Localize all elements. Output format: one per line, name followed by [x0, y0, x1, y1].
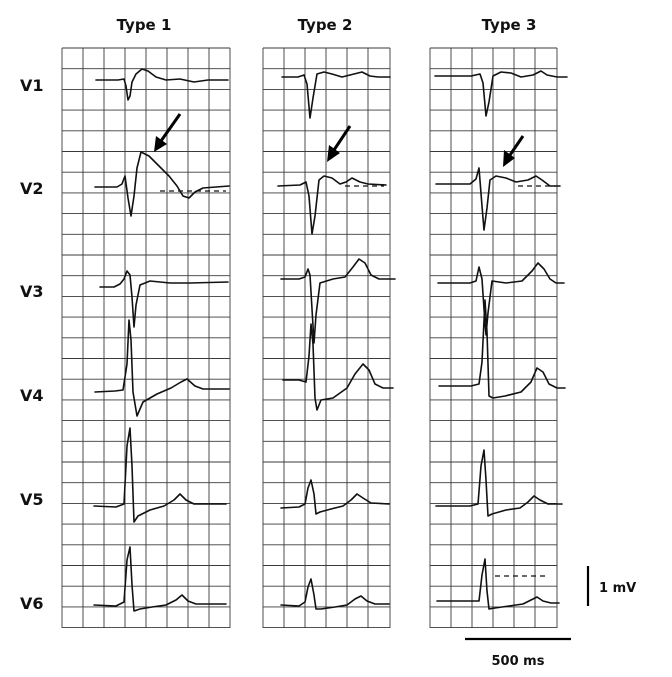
- ecg-grid-type-1: [61, 47, 231, 629]
- column-title-type-2: Type 2: [298, 16, 353, 34]
- ecg-trace-type-3-v2: [435, 167, 561, 231]
- ecg-trace-type-3-v4: [438, 299, 566, 399]
- voltage-scale-label: 1 mV: [599, 581, 636, 596]
- column-title-type-1: Type 1: [117, 16, 172, 34]
- ecg-trace-type-3-v1: [434, 70, 568, 117]
- ecg-trace-type-2-v3: [280, 258, 396, 344]
- ecg-trace-type-2-v1: [281, 71, 391, 119]
- arrow-type-1: [154, 113, 182, 152]
- ecg-trace-type-2-v4: [282, 323, 394, 411]
- ecg-traces-type-1: [93, 68, 230, 612]
- ecg-trace-type-1-v1: [95, 68, 229, 101]
- ecg-trace-type-1-v5: [93, 427, 227, 523]
- ecg-trace-type-2-v5: [280, 479, 390, 515]
- time-scale-label: 500 ms: [492, 654, 545, 669]
- lead-label-v1: V1: [20, 76, 44, 95]
- ecg-traces-type-2: [277, 71, 396, 610]
- lead-label-v5: V5: [20, 490, 44, 509]
- ecg-grid-type-3: [429, 47, 558, 629]
- ecg-trace-type-1-v3: [99, 270, 229, 328]
- lead-label-v2: V2: [20, 179, 44, 198]
- lead-label-v3: V3: [20, 282, 44, 301]
- ecg-trace-type-2-v2: [277, 175, 387, 235]
- ecg-trace-type-1-v6: [93, 546, 227, 612]
- ecg-trace-type-3-v3: [437, 262, 565, 336]
- ecg-trace-type-3-v5: [435, 449, 563, 517]
- ecg-trace-type-3-v6: [436, 558, 560, 610]
- arrow-type-2: [327, 125, 352, 162]
- column-title-type-3: Type 3: [482, 16, 537, 34]
- ecg-grid-type-2: [262, 47, 391, 629]
- ecg-trace-type-1-v2: [94, 151, 230, 217]
- lead-label-v4: V4: [20, 386, 44, 405]
- ecg-traces-type-3: [434, 70, 568, 610]
- ecg-trace-type-1-v4: [94, 319, 230, 417]
- ecg-trace-type-2-v6: [280, 578, 390, 610]
- lead-label-v6: V6: [20, 594, 44, 613]
- arrow-type-3: [503, 135, 525, 167]
